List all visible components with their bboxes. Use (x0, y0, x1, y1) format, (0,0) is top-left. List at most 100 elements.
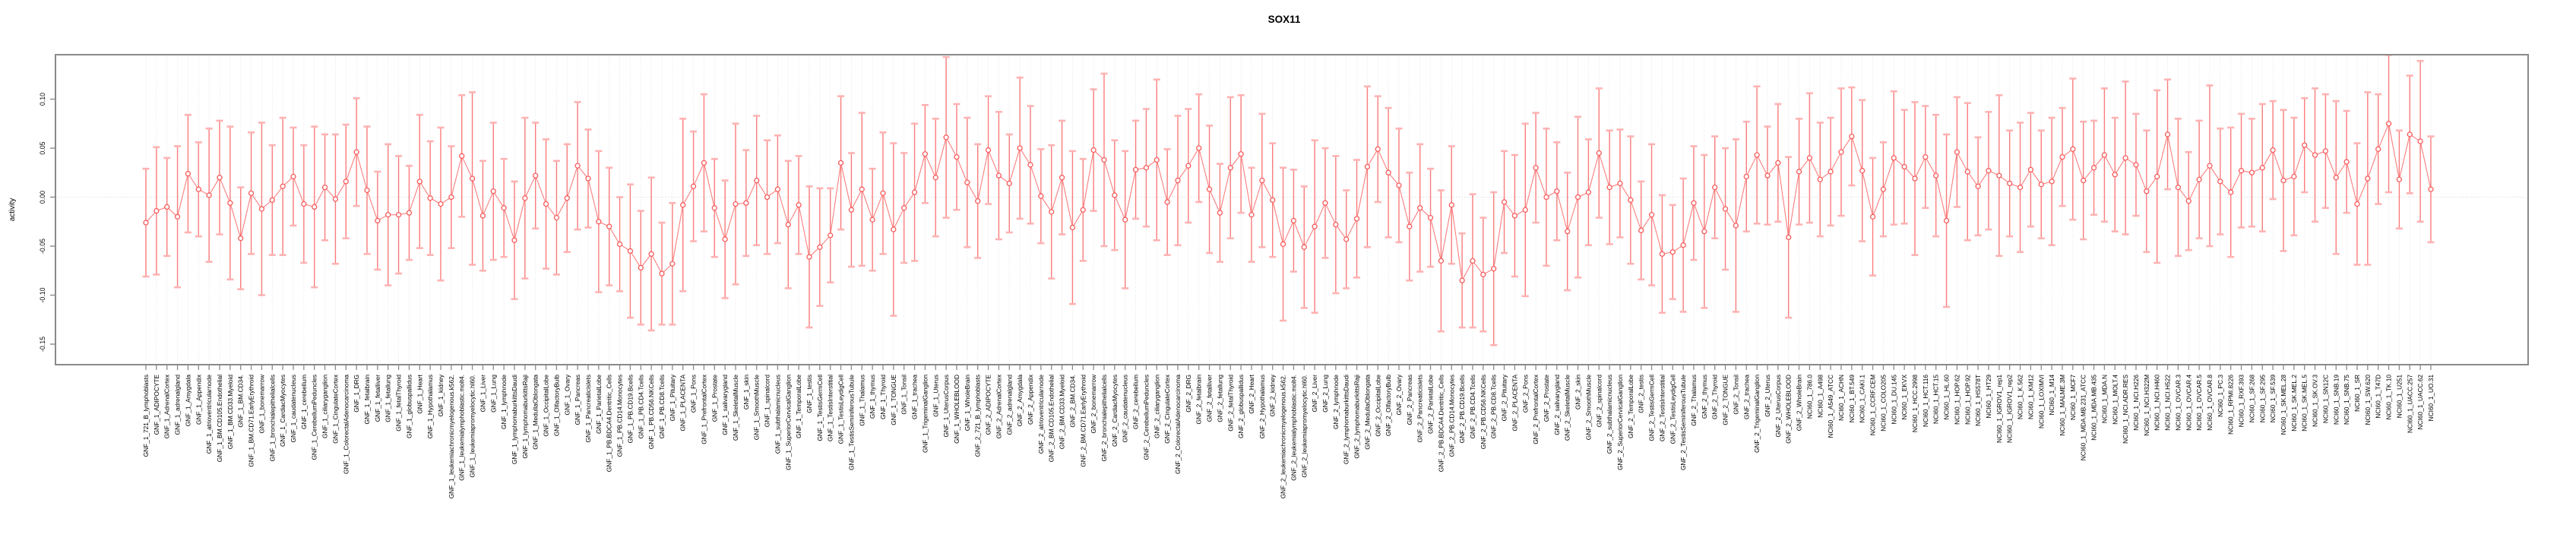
data-point (533, 172, 539, 179)
data-point (659, 270, 665, 277)
x-tick-label: GNF_1_Pons (690, 375, 698, 413)
data-point (2238, 168, 2245, 174)
data-point (1407, 223, 1413, 229)
x-tick-label: NCI60_1_UACC.62 (2416, 375, 2424, 430)
data-point (1986, 168, 1992, 174)
data-point (364, 187, 370, 194)
data-point (1712, 184, 1718, 191)
data-point (1154, 157, 1160, 163)
x-tick-label: GNF_1_PrefrontalCortex (700, 374, 707, 444)
x-tick-label: GNF_2_OccipitalLobe (1374, 375, 1381, 437)
x-tick-label: GNF_2_CerebellumPeduncles (1142, 375, 1150, 460)
data-point (1533, 165, 1539, 171)
x-tick-label: NCI60_1_MALME.3M (2059, 375, 2066, 436)
data-point (469, 175, 476, 182)
x-tick-label: GNF_2_PLACENTA (1511, 375, 1518, 432)
x-tick-label: GNF_1_cerebellum (300, 375, 308, 429)
data-point (1996, 172, 2002, 179)
data-point (690, 183, 697, 189)
data-point (2133, 162, 2139, 168)
x-tick-label: GNF_1_Pituitary (669, 374, 676, 421)
x-tick-label: GNF_1_CerebellumPeduncles (311, 375, 318, 460)
data-point (2164, 131, 2171, 138)
x-tick-label: GNF_2_UterusCorpus (1774, 375, 1782, 438)
data-point (522, 195, 528, 201)
x-tick-label: GNF_1_PB.CD8.Tcells (658, 375, 666, 438)
x-tick-label: NCI60_1_PC.3 (2217, 375, 2224, 417)
data-point (2228, 189, 2234, 195)
x-tick-label: GNF_2_TestisSeminiferousTubule (1679, 375, 1687, 470)
data-point (1596, 150, 1602, 157)
data-point (1923, 153, 1929, 160)
x-tick-label: GNF_2_TestisLeydigCell (1669, 375, 1676, 444)
x-tick-label: GNF_1_Amygdala (184, 375, 191, 427)
data-point (1333, 221, 1339, 228)
data-point (1733, 223, 1739, 229)
data-point (828, 232, 834, 239)
data-point (280, 183, 286, 189)
data-point (1743, 173, 1749, 180)
x-tick-label: GNF_2_Thyroid (1711, 375, 1719, 419)
data-point (1385, 169, 1391, 175)
data-point (1280, 241, 1286, 248)
x-tick-label: GNF_2_TestisGermCell (1648, 375, 1656, 441)
data-point (332, 196, 339, 202)
x-tick-label: GNF_2_leukemialymphoblastic.molt4. (1290, 375, 1297, 481)
x-tick-label: NCI60_1_SW.620 (2364, 375, 2372, 425)
x-tick-label: NCI60_1_RPMI.8226 (2227, 375, 2235, 435)
x-tick-label: GNF_1_skin (742, 375, 750, 409)
data-point (2280, 177, 2286, 184)
x-tick-label: GNF_1_globuspallidus (405, 375, 413, 438)
x-tick-label: NCI60_1_HCT.116 (1922, 375, 1929, 427)
series-connector-line (145, 122, 2432, 282)
x-tick-label: GNF_2_ParietalLobe (1427, 375, 1435, 434)
data-point (837, 160, 844, 166)
data-point (964, 179, 970, 185)
data-point (1006, 180, 1012, 187)
x-tick-label: GNF_2_PB.CD19.Bcells (1458, 375, 1466, 443)
data-point (2365, 175, 2371, 182)
x-tick-label: GNF_2_bonemarrow (1090, 374, 1097, 433)
x-tick-label: GNF_2_PB.CD56.NKCells (1479, 375, 1487, 449)
data-point (2207, 163, 2213, 169)
data-point (1270, 197, 1276, 204)
x-tick-label: NCI60_1_NCI.ADR.RES (2122, 375, 2129, 444)
data-point (585, 175, 591, 182)
x-tick-label: NCI60_1_SNB.19 (2332, 375, 2340, 425)
y-axis-label: activity (8, 198, 17, 222)
data-point (1312, 223, 1318, 229)
data-point (891, 226, 897, 232)
data-point (1522, 207, 1528, 213)
data-point (1396, 182, 1402, 188)
data-point (1764, 172, 1771, 179)
data-point (2081, 177, 2087, 184)
x-tick-label: GNF_2_PB.CD4.Tcells (1469, 375, 1476, 438)
data-point (754, 177, 760, 184)
x-tick-label: GNF_1_lymphomaburkittsDaudi (511, 375, 518, 464)
x-tick-label: NCI60_1_OVCAR.5 (2195, 375, 2203, 431)
x-tick-label: GNF_2_Amygdala (1016, 375, 1024, 427)
data-point (1438, 258, 1445, 264)
x-tick-label: GNF_2_ADIPOCYTE (985, 375, 992, 435)
x-tick-label: GNF_1_SkeletalMuscle (732, 375, 739, 441)
x-tick-label: NCI60_1_DU.145 (1890, 375, 1897, 425)
x-tick-label: NCI60_1_EKVX (1900, 375, 1908, 420)
data-point (680, 202, 686, 208)
x-tick-label: GNF_2_Lung (1321, 375, 1329, 413)
x-tick-label: GNF_2_DRG (1185, 375, 1192, 413)
x-tick-label: NCI60_1_HL.60 (1943, 375, 1951, 420)
x-tick-label: GNF_1_BM.CD71.EarlyErythroid (248, 375, 255, 467)
x-tick-label: GNF_2_Pituitary (1501, 374, 1508, 421)
data-point (2343, 159, 2350, 165)
x-tick-label: GNF_1_Heart (416, 374, 423, 413)
data-point (1027, 162, 1033, 168)
data-point (185, 170, 191, 177)
data-point (574, 163, 581, 169)
x-tick-label: NCI60_1_M14 (2048, 375, 2055, 416)
data-point (1164, 199, 1170, 205)
data-point (648, 251, 654, 257)
x-tick-label: GNF_1_PB.CD56.NKCells (647, 375, 655, 449)
data-point (343, 179, 349, 185)
x-tick-label: NCI60_1_OVCAR.3 (2174, 375, 2182, 431)
